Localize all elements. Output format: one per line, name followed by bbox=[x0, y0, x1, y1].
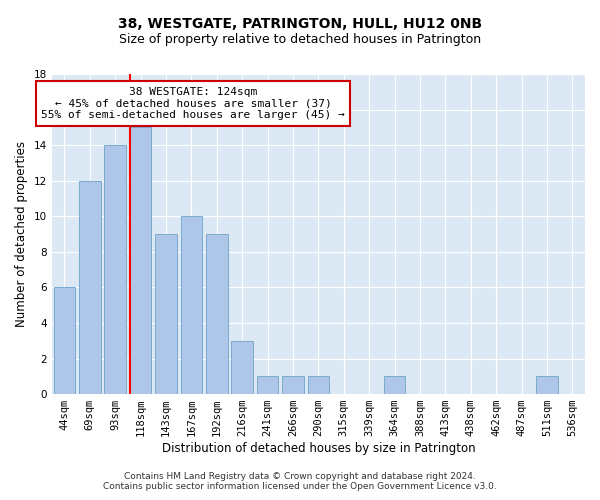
Bar bbox=[53, 288, 75, 394]
Text: 38 WESTGATE: 124sqm
← 45% of detached houses are smaller (37)
55% of semi-detach: 38 WESTGATE: 124sqm ← 45% of detached ho… bbox=[41, 87, 345, 120]
Bar bbox=[155, 234, 177, 394]
X-axis label: Distribution of detached houses by size in Patrington: Distribution of detached houses by size … bbox=[161, 442, 475, 455]
Text: Size of property relative to detached houses in Patrington: Size of property relative to detached ho… bbox=[119, 34, 481, 46]
Bar bbox=[384, 376, 406, 394]
Y-axis label: Number of detached properties: Number of detached properties bbox=[15, 141, 28, 327]
Bar bbox=[536, 376, 557, 394]
Text: Contains HM Land Registry data © Crown copyright and database right 2024.
Contai: Contains HM Land Registry data © Crown c… bbox=[103, 472, 497, 491]
Bar bbox=[257, 376, 278, 394]
Bar bbox=[181, 216, 202, 394]
Bar bbox=[130, 128, 151, 394]
Bar bbox=[206, 234, 227, 394]
Bar bbox=[232, 340, 253, 394]
Bar bbox=[308, 376, 329, 394]
Bar bbox=[104, 145, 126, 394]
Bar bbox=[282, 376, 304, 394]
Bar bbox=[79, 180, 101, 394]
Text: 38, WESTGATE, PATRINGTON, HULL, HU12 0NB: 38, WESTGATE, PATRINGTON, HULL, HU12 0NB bbox=[118, 18, 482, 32]
